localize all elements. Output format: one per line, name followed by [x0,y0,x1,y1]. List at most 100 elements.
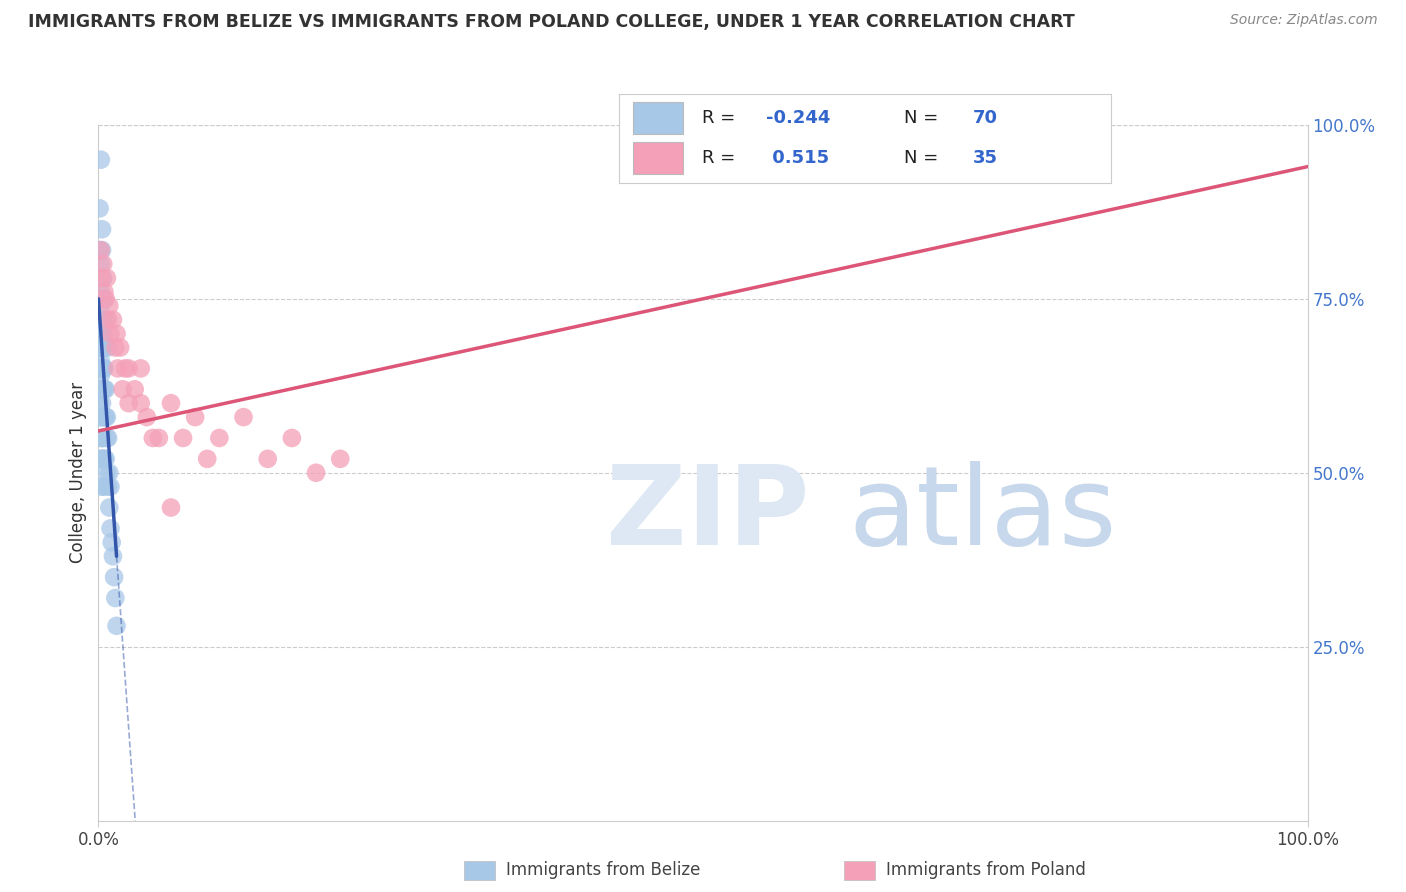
Point [91,382,114,396]
Point [96,410,118,425]
Point [104,591,127,605]
Point [90,153,112,167]
Point [91,410,114,425]
Point [89,292,111,306]
Point [111,382,134,396]
Point [97,312,120,326]
Point [91,257,114,271]
Point [184,410,207,425]
Point [89,410,111,425]
Point [89,341,111,355]
Point [100,535,122,549]
Text: R =: R = [703,149,741,167]
Point [208,431,231,445]
Point [148,431,170,445]
Point [195,451,218,466]
Point [93,451,115,466]
Point [91,341,114,355]
Point [91,451,114,466]
Text: 70: 70 [973,109,998,127]
Point [97,480,120,494]
Point [89,382,111,396]
Point [90,341,112,355]
Point [91,361,114,376]
Point [329,451,352,466]
Point [160,396,183,410]
Y-axis label: College, Under 1 year: College, Under 1 year [69,382,87,564]
Text: Immigrants from Belize: Immigrants from Belize [506,861,700,879]
Point [94,382,117,396]
Point [305,466,328,480]
Point [90,326,112,341]
Point [281,431,304,445]
Point [90,299,112,313]
Text: atlas: atlas [848,461,1116,568]
Point [94,451,117,466]
FancyBboxPatch shape [633,142,683,174]
Point [124,382,146,396]
Point [91,312,114,326]
Point [114,361,136,376]
Point [98,500,121,515]
Point [91,326,114,341]
Point [89,202,111,216]
Point [91,431,114,445]
Point [101,549,124,564]
Point [89,326,111,341]
Point [90,257,112,271]
Point [91,382,114,396]
Point [256,451,278,466]
Point [96,431,118,445]
Text: 0.515: 0.515 [766,149,830,167]
Point [93,382,115,396]
Point [101,312,124,326]
Point [104,341,127,355]
Point [91,361,114,376]
Point [91,292,114,306]
Point [91,451,114,466]
Point [90,368,112,383]
Point [89,243,111,257]
Point [93,285,115,299]
Point [118,396,141,410]
Point [91,480,114,494]
Point [105,619,128,633]
Point [94,410,117,425]
Point [100,521,122,535]
Point [94,292,117,306]
Point [100,326,122,341]
Point [91,410,114,425]
Point [129,396,152,410]
Point [160,500,183,515]
Point [89,396,111,410]
Point [103,570,125,584]
Point [93,410,115,425]
Point [90,285,112,299]
Point [97,431,120,445]
Point [93,292,115,306]
Point [105,326,128,341]
Point [90,431,112,445]
Point [91,396,114,410]
Text: 35: 35 [973,149,998,167]
Text: Immigrants from Poland: Immigrants from Poland [886,861,1085,879]
Point [98,299,121,313]
Point [94,312,117,326]
Point [118,361,141,376]
Point [135,410,157,425]
Point [97,341,120,355]
Point [89,361,111,376]
Point [91,222,114,236]
Point [91,326,114,341]
Point [232,410,254,425]
Point [90,312,112,326]
Text: IMMIGRANTS FROM BELIZE VS IMMIGRANTS FROM POLAND COLLEGE, UNDER 1 YEAR CORRELATI: IMMIGRANTS FROM BELIZE VS IMMIGRANTS FRO… [28,13,1074,31]
Point [90,382,112,396]
Point [91,243,114,257]
Point [96,466,118,480]
Text: Source: ZipAtlas.com: Source: ZipAtlas.com [1230,13,1378,28]
Point [93,341,115,355]
Point [100,480,122,494]
Point [89,312,111,326]
Point [91,480,114,494]
